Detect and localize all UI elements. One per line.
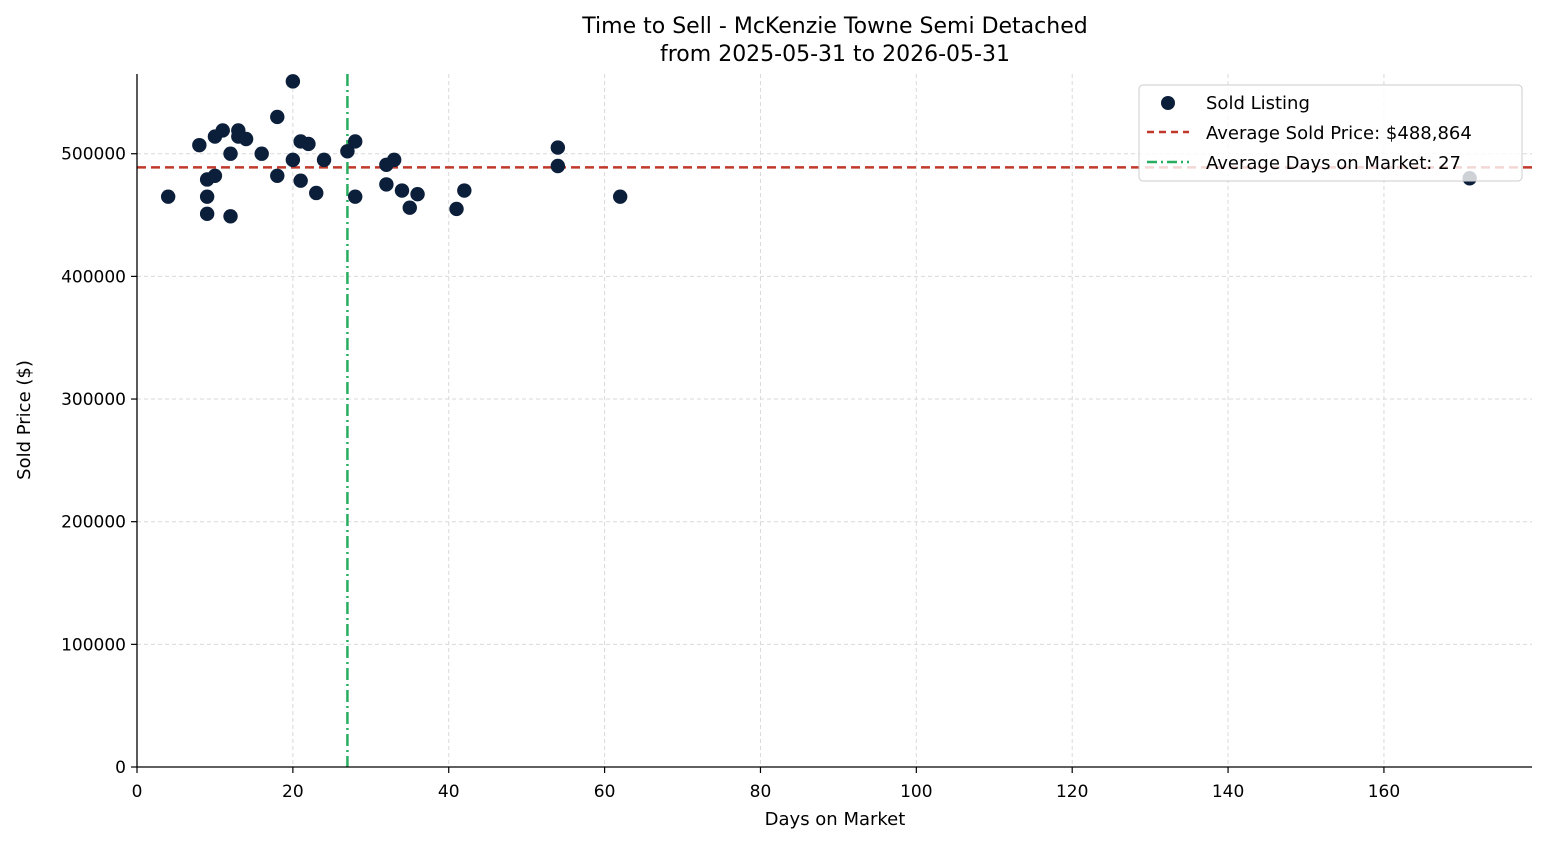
sold-listing-point (192, 137, 207, 153)
sold-listing-point (379, 177, 394, 192)
data-points (160, 74, 1477, 224)
sold-listing-point (199, 206, 215, 222)
sold-listing-point (270, 109, 285, 125)
sold-listing-point (160, 189, 176, 204)
legend-label-sold-listing: Sold Listing (1206, 93, 1310, 114)
sold-listing-point (394, 183, 410, 198)
y-tick-label: 200000 (61, 513, 126, 533)
sold-listing-point (285, 74, 301, 89)
y-tick-label: 100000 (61, 635, 126, 655)
x-tick-label: 120 (1056, 782, 1088, 802)
chart-title: Time to Sell - McKenzie Towne Semi Detac… (581, 14, 1087, 39)
x-tick-label: 60 (594, 782, 616, 802)
y-ticks: 0 100000 200000 300000 400000 500000 (61, 145, 137, 778)
sold-listing-point (612, 189, 628, 204)
sold-listing-point (215, 123, 230, 138)
sold-listing-point (309, 185, 324, 201)
y-tick-label: 0 (115, 758, 126, 778)
legend-label-avg-days: Average Days on Market: 27 (1206, 153, 1461, 174)
sold-listing-point (402, 200, 417, 215)
y-tick-label: 300000 (61, 390, 126, 410)
x-tick-label: 100 (900, 782, 932, 802)
legend-label-avg-price: Average Sold Price: $488,864 (1206, 123, 1472, 144)
sold-listing-point (348, 134, 363, 149)
sold-listing-point (270, 168, 285, 184)
sold-listing-point (254, 146, 269, 161)
y-tick-label: 500000 (61, 145, 126, 165)
chart-subtitle: from 2025-05-31 to 2026-05-31 (660, 42, 1010, 67)
sold-listing-point (550, 140, 566, 155)
sold-listing-point (199, 189, 215, 204)
legend-box (1138, 84, 1523, 182)
x-tick-label: 0 (132, 782, 143, 802)
legend: Sold Listing Average Sold Price: $488,86… (1138, 84, 1523, 182)
sold-listing-point (340, 144, 355, 159)
x-tick-label: 40 (438, 782, 460, 802)
x-tick-label: 140 (1212, 782, 1244, 802)
sold-listing-point (348, 189, 363, 204)
sold-listing-point (223, 209, 238, 224)
sold-listing-point (238, 131, 254, 147)
sold-listing-point (285, 152, 301, 168)
sold-listing-point (449, 201, 464, 217)
sold-listing-point (223, 146, 238, 161)
sold-listing-point (410, 187, 425, 202)
sold-listing-point (207, 168, 223, 184)
y-axis-label: Sold Price ($) (14, 360, 35, 480)
x-tick-label: 20 (282, 782, 304, 802)
x-ticks: 0 20 40 60 80 100 120 140 160 (132, 767, 1400, 802)
sold-listing-point (550, 158, 566, 174)
y-tick-label: 400000 (61, 267, 126, 287)
sold-listing-point (316, 152, 332, 168)
x-tick-label: 160 (1368, 782, 1400, 802)
sold-listing-point (293, 173, 308, 188)
x-axis-label: Days on Market (765, 809, 906, 830)
sold-listing-point (301, 136, 316, 152)
sold-listing-point (457, 183, 472, 198)
sold-listing-point (386, 152, 402, 168)
legend-marker-sold-listing (1161, 96, 1175, 110)
x-tick-label: 80 (750, 782, 772, 802)
